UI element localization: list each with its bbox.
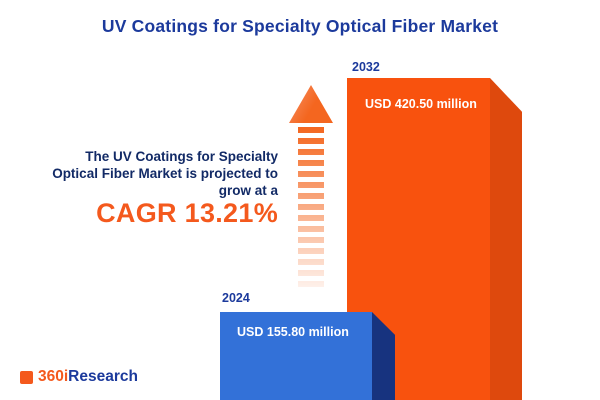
bar-2024-year-label: 2024 [222,291,250,305]
logo-text: 360iResearch [38,368,138,386]
logo-square-icon [20,370,33,384]
bar-2032-year-label: 2032 [352,60,380,74]
projection-note-line1: The UV Coatings for Specialty [85,149,278,164]
projection-note: The UV Coatings for Specialty Optical Fi… [18,148,278,228]
growth-arrow [289,85,333,293]
cagr-value: CAGR 13.21% [96,198,278,228]
bar-2024-side-face [372,312,395,400]
bar-2032-side-face [490,78,522,400]
logo-360iresearch: 360iResearch [20,368,138,386]
bar-2024-value-label: USD 155.80 million [237,325,349,339]
up-arrow-dashed-shaft [298,127,324,291]
bar-2024 [220,312,372,400]
chart-title: UV Coatings for Specialty Optical Fiber … [101,16,499,36]
projection-note-line2: Optical Fiber Market is projected to [52,166,278,181]
logo-text-research: Research [68,368,138,385]
logo-text-360i: 360i [38,368,69,385]
bar-2032-value-label: USD 420.50 million [365,97,477,111]
projection-note-line3: grow at a [218,183,278,198]
up-arrow-icon [289,85,333,123]
